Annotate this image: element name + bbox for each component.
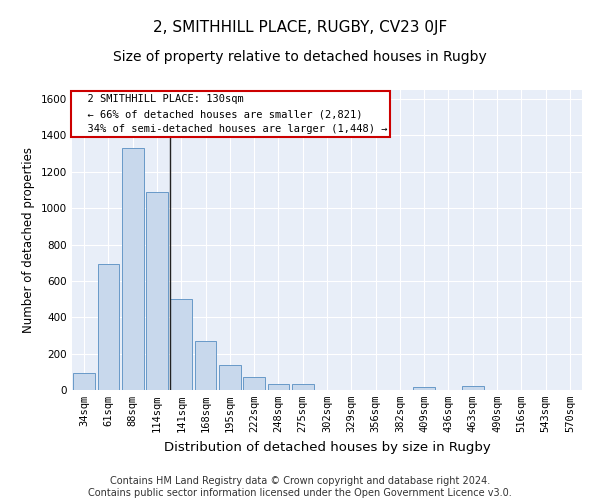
Text: Contains HM Land Registry data © Crown copyright and database right 2024.
Contai: Contains HM Land Registry data © Crown c… [88, 476, 512, 498]
Bar [219, 366, 241, 390]
Bar [122, 148, 143, 390]
Bar [413, 388, 435, 390]
Text: Size of property relative to detached houses in Rugby: Size of property relative to detached ho… [113, 50, 487, 64]
Bar [462, 386, 484, 390]
Y-axis label: Number of detached properties: Number of detached properties [22, 147, 35, 333]
Bar [243, 378, 265, 390]
Bar [146, 192, 168, 390]
Text: 2 SMITHHILL PLACE: 130sqm
  ← 66% of detached houses are smaller (2,821)
  34% o: 2 SMITHHILL PLACE: 130sqm ← 66% of detac… [74, 94, 387, 134]
Bar [194, 341, 217, 390]
Bar [73, 372, 95, 390]
Bar [292, 384, 314, 390]
Bar [170, 299, 192, 390]
Text: 2, SMITHHILL PLACE, RUGBY, CV23 0JF: 2, SMITHHILL PLACE, RUGBY, CV23 0JF [153, 20, 447, 35]
X-axis label: Distribution of detached houses by size in Rugby: Distribution of detached houses by size … [164, 440, 490, 454]
Bar [268, 384, 289, 390]
Bar [97, 264, 119, 390]
